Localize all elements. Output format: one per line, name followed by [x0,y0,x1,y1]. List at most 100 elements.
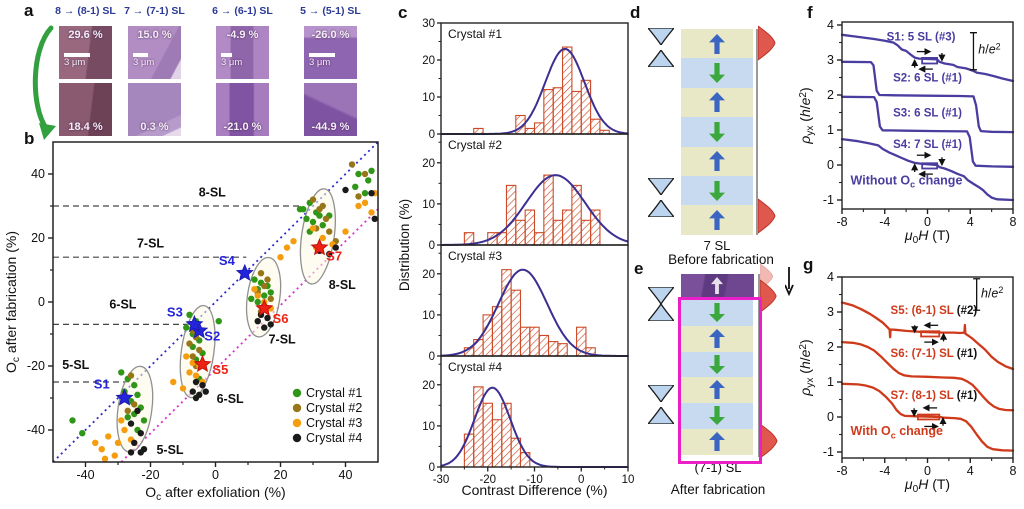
y-tick-label: -20 [27,359,45,373]
y-tick-label: 4 [827,270,834,284]
sl-level-label: 6-SL [109,297,136,311]
flake-column-header: 8 → (8-1) SL [55,5,116,17]
magnetization-up-arrow-icon [709,92,725,113]
scale-bar-label: 3 μm [221,57,243,68]
microscope-image: 29.6 % 3 μm [59,26,112,79]
hist-panel-title: Crystal #2 [448,138,502,152]
x-tick-label: 0 [212,468,219,482]
histogram-bar [519,326,531,357]
curve-S4: 7 SL (#1) [840,137,1015,202]
y-tick-label: 4 [827,18,834,32]
y-tick-label: 3 [827,305,834,319]
x-tick-label: -40 [76,468,94,482]
hysteresis-loop [916,413,941,421]
cluster-label: 6-SL [217,392,244,406]
wavefunction-peak-icon [758,25,776,61]
panel-d-caption: Before fabrication [668,252,774,267]
y-tick-label: -1 [823,445,834,459]
hist-y-tick-label: 10 [422,421,435,433]
histogram-bar [543,174,554,246]
contrast-percentage: 29.6 % [68,29,103,41]
curve-label: S3: 6 SL (#1) [893,108,962,120]
y-axis-label: ρyx (h/e2) [797,339,816,396]
wavefunction-peak-icon [760,279,777,313]
x-tick-label: 4 [967,464,974,478]
hysteresis-loop [920,330,941,338]
hist-x-tick-label: 10 [622,474,635,486]
magnetization-down-arrow-icon [709,62,725,83]
curve-S5: (6-1) SL [840,301,1015,371]
hist-x-tick-label: -10 [526,474,543,486]
magnetization-up-arrow-icon [709,33,725,54]
hist-y-tick-label: 10 [422,310,435,322]
panel-a-letter: a [24,1,34,20]
x-tick-label: 8 [1010,464,1017,478]
surface-line [756,29,758,235]
magnetization-up-arrow-icon [709,328,725,348]
panel-d-letter: d [630,3,641,22]
x-tick-label: -4 [879,464,890,478]
wavefunction-peak-icon [760,423,778,459]
y-tick-label: 0 [827,158,834,172]
magnetization-up-arrow-icon [709,209,725,230]
magnetization-down-arrow-icon [709,303,725,322]
panel-d-stack-label: 7 SL [703,238,731,253]
y-tick-label: 1 [827,123,834,137]
cluster-ellipse [299,188,336,285]
sample-star-S7 [310,238,329,256]
legend-item-label: Crystal #2 [306,401,362,415]
histogram-bar [562,209,573,246]
histogram-bar [515,219,526,246]
panel-a-optical-images: 8 → (8-1) SL 29.6 % 3 μm 18.4 % 7 → (7-1) SL… [0,0,430,140]
reference-dotted-line [120,208,379,463]
panel-b-letter: b [24,129,35,148]
panel-b-scatter-chart: 8-SL 7-SL 6-SL 5-SL 5-SL 6-SL 7-SL 8-SL S1 S2 S3 S4… [3,141,379,503]
magnetization-down-arrow-icon [709,354,725,374]
hist-y-tick-label: 0 [429,240,435,252]
he2-scale-bar-label: h/e2 [978,42,1000,57]
sample-star-label: S2 [204,328,220,343]
microscope-image: -4.9 % 3 μm [216,26,269,79]
histogram-bar [505,184,517,246]
hist-y-tick-label: 10 [422,92,435,104]
sample-star-label: S6 [273,311,289,326]
y-axis-label: Oc after fabrication (%) [3,231,22,373]
gaussian-fit-curve [440,268,628,357]
scale-bar [309,53,335,57]
contrast-percentage: 15.0 % [137,29,172,41]
histogram-bar [562,46,573,135]
hist-x-tick-label: 0 [578,474,584,486]
panel-f-letter: f [807,3,813,22]
sample-star-S4 [235,263,254,281]
sample-star-S3 [185,314,204,333]
x-tick-label: -20 [141,468,159,482]
sample-star-S1 [115,388,134,406]
hist-y-tick-label: 0 [429,129,435,141]
magnetization-up-arrow-icon [711,277,723,294]
y-tick-label: 2 [827,88,834,102]
band-cone-icon [648,304,674,321]
x-axis-label: μ0H (T) [904,476,950,495]
panel-c-histograms: 0 10 20 30 Crystal #1 0 10 20 Crystal #2 0 10 20 Cry… [397,18,635,498]
histogram-bar [538,334,550,357]
x-tick-label: -4 [879,215,890,229]
hist-x-axis-label: Contrast Difference (%) [461,482,607,498]
sl-level-label: 7-SL [137,237,164,251]
histogram-panel-2: 0 10 20 Crystal #2 [422,133,629,252]
sample-star-S5 [193,354,212,373]
y-tick-label: 2 [827,340,834,354]
sl-level-label: 5-SL [62,358,89,372]
x-tick-label: -8 [836,464,847,478]
sample-star-label: S7 [326,248,342,263]
microscope-image: -44.9 % [304,83,357,136]
y-tick-label: -1 [823,193,834,207]
oc-change-annotation: With Oc change [851,424,943,440]
histogram-bar [590,209,601,246]
hysteresis-loop [921,162,939,170]
scale-bar [64,53,90,57]
cluster-label: 5-SL [156,443,183,457]
contrast-percentage: 0.3 % [140,121,169,133]
histogram-bar [491,419,503,468]
x-tick-label: 20 [274,468,288,482]
